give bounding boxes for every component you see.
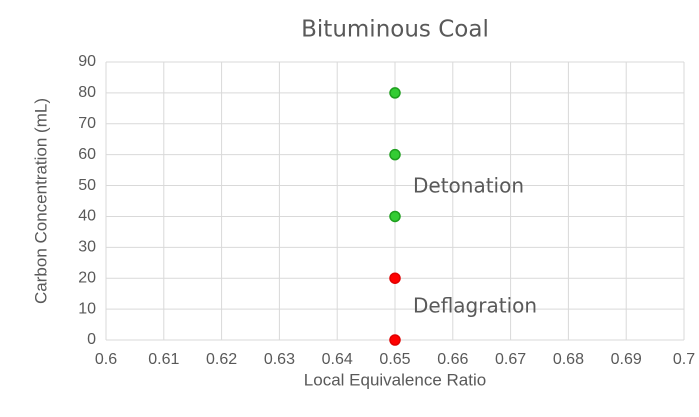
point: [389, 87, 401, 99]
annotation: Deflagration: [413, 294, 537, 318]
annotation: Detonation: [413, 174, 524, 198]
y-tick-label: 70: [78, 115, 96, 132]
y-axis-title: Carbon Concentration (mL): [31, 98, 50, 304]
point: [389, 210, 401, 223]
point: [389, 272, 401, 284]
y-tick-label: 20: [78, 269, 96, 286]
y-tick-label: 0: [87, 331, 96, 348]
x-tick-label: 0.63: [264, 351, 295, 368]
y-tick-label: 80: [78, 84, 96, 101]
y-tick-label: 60: [78, 146, 96, 163]
x-tick-label: 0.69: [611, 351, 642, 368]
y-tick-label: 90: [78, 53, 96, 70]
point: [389, 334, 401, 346]
chart-title: Bituminous Coal: [301, 17, 489, 43]
y-tick-label: 10: [78, 300, 96, 317]
x-tick-label: 0.61: [148, 351, 179, 368]
y-tick-label: 40: [78, 208, 96, 225]
x-tick-label: 0.68: [553, 351, 584, 368]
x-tick-label: 0.67: [495, 351, 526, 368]
point: [389, 148, 401, 161]
x-tick-label: 0.62: [206, 351, 237, 368]
x-tick-label: 0.6: [95, 351, 117, 368]
y-tick-label: 30: [78, 239, 96, 256]
y-tick-label: 50: [78, 177, 96, 194]
x-tick-label: 0.7: [673, 351, 695, 368]
x-axis-title: Local Equivalence Ratio: [304, 370, 486, 389]
x-tick-label: 0.65: [379, 351, 410, 368]
x-tick-label: 0.66: [437, 351, 468, 368]
x-tick-label: 0.64: [322, 351, 353, 368]
